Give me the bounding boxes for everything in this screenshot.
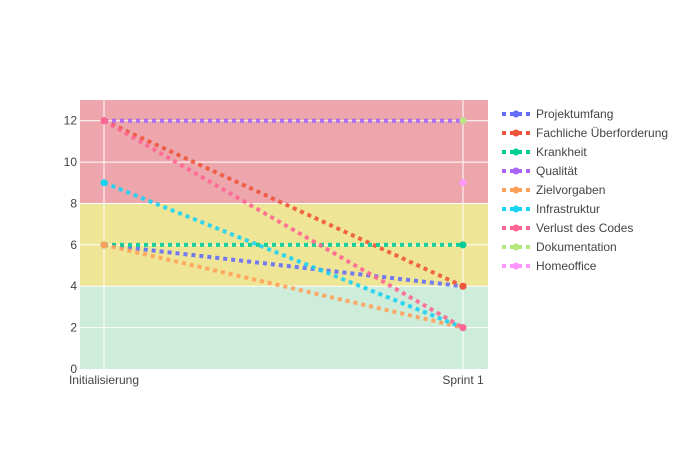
legend-item-3[interactable]: Qualität — [502, 164, 578, 178]
legend-swatch-marker-1 — [512, 129, 520, 137]
legend-label-3: Qualität — [536, 164, 578, 178]
series-line-1 — [103, 118, 464, 289]
data-point-7-1[interactable] — [459, 117, 467, 125]
legend-swatch-marker-8 — [512, 262, 520, 270]
data-point-5-0[interactable] — [100, 179, 108, 187]
legend-swatch-marker-4 — [512, 186, 520, 194]
legend-label-4: Zielvorgaben — [536, 183, 605, 197]
series-lines — [103, 118, 464, 330]
legend-item-2[interactable]: Krankheit — [502, 145, 587, 159]
data-point-8-1[interactable] — [459, 179, 467, 187]
legend-label-1: Fachliche Überforderung — [536, 126, 668, 140]
legend-swatch-marker-3 — [512, 167, 520, 175]
y-tick-label-10: 10 — [64, 155, 78, 169]
y-tick-label-4: 4 — [70, 279, 77, 293]
data-point-6-0[interactable] — [100, 117, 108, 125]
legend-swatch-marker-5 — [512, 205, 520, 213]
y-tick-label-12: 12 — [64, 114, 78, 128]
legend-item-8[interactable]: Homeoffice — [502, 259, 597, 273]
legend-swatch-marker-2 — [512, 148, 520, 156]
y-tick-label-0: 0 — [70, 362, 77, 376]
y-tick-label-2: 2 — [70, 321, 77, 335]
legend-label-8: Homeoffice — [536, 259, 597, 273]
legend-item-0[interactable]: Projektumfang — [502, 107, 613, 121]
y-tick-label-8: 8 — [70, 196, 77, 210]
y-tick-label-6: 6 — [70, 238, 77, 252]
legend-swatch-marker-0 — [512, 110, 520, 118]
legend-label-5: Infrastruktur — [536, 202, 600, 216]
legend-label-7: Dokumentation — [536, 240, 617, 254]
legend[interactable]: Projektumfang Fachliche Überforderung Kran… — [502, 107, 668, 273]
legend-swatch-marker-7 — [512, 243, 520, 251]
x-axis: Initialisierung Sprint 1 — [69, 373, 484, 387]
data-point-2-1[interactable] — [459, 241, 467, 249]
legend-item-7[interactable]: Dokumentation — [502, 240, 617, 254]
data-point-1-1[interactable] — [459, 282, 467, 290]
y-axis: 0 2 4 6 8 10 12 — [64, 114, 78, 376]
legend-item-1[interactable]: Fachliche Überforderung — [502, 126, 668, 140]
legend-swatch-marker-6 — [512, 224, 520, 232]
x-tick-label-0: Initialisierung — [69, 373, 139, 387]
legend-item-4[interactable]: Zielvorgaben — [502, 183, 605, 197]
legend-item-5[interactable]: Infrastruktur — [502, 202, 600, 216]
series-line-6 — [103, 118, 464, 330]
series-line-4 — [103, 242, 464, 330]
x-tick-label-1: Sprint 1 — [442, 373, 484, 387]
band-2 — [80, 100, 488, 204]
legend-label-0: Projektumfang — [536, 107, 613, 121]
data-point-4-0[interactable] — [100, 241, 108, 249]
series-line-5 — [103, 180, 464, 330]
data-point-6-1[interactable] — [459, 324, 467, 332]
legend-item-6[interactable]: Verlust des Codes — [502, 221, 633, 235]
legend-label-6: Verlust des Codes — [536, 221, 633, 235]
legend-label-2: Krankheit — [536, 145, 587, 159]
series-points — [100, 117, 467, 332]
